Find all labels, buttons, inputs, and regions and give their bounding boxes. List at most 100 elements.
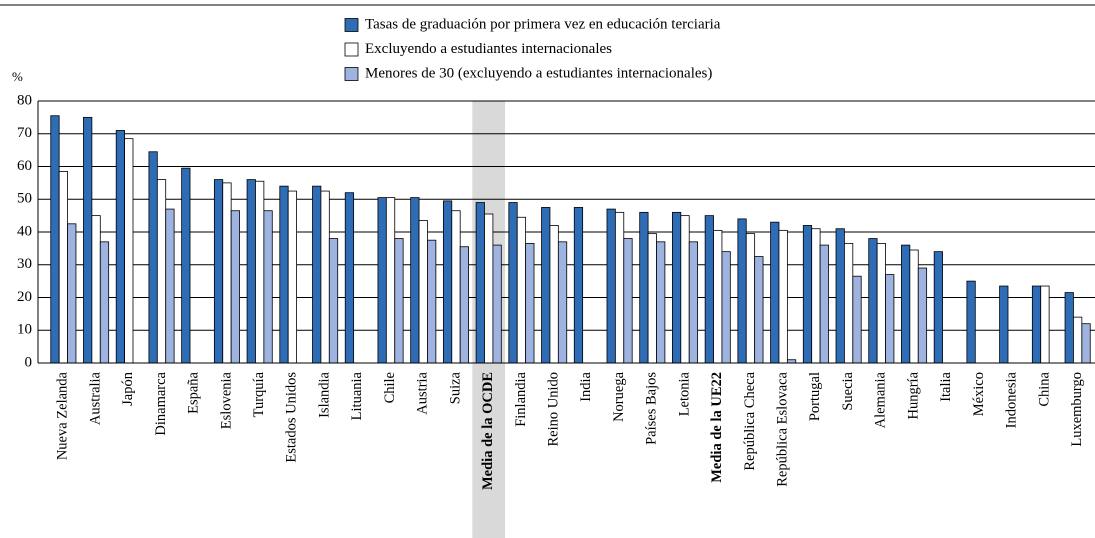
bar xyxy=(933,251,943,364)
bar xyxy=(385,197,396,364)
bar xyxy=(475,202,485,364)
bar xyxy=(222,182,232,364)
bar xyxy=(844,243,854,364)
x-tick-label: República Checa xyxy=(742,371,758,470)
bar xyxy=(148,151,158,364)
bar xyxy=(656,241,666,364)
bar xyxy=(737,218,747,364)
legend-label: Tasas de graduación por primera vez en e… xyxy=(365,16,721,32)
x-tick-label: Suiza xyxy=(447,371,463,404)
bar xyxy=(606,208,616,364)
bar xyxy=(263,210,273,364)
bar xyxy=(770,221,780,364)
legend-swatch xyxy=(344,67,359,81)
bar xyxy=(99,241,110,364)
bar xyxy=(1031,285,1042,364)
x-tick-label: India xyxy=(578,371,594,401)
bar xyxy=(230,210,240,364)
y-tick-label: 10 xyxy=(17,322,32,338)
bar xyxy=(688,241,699,364)
y-tick-label: 50 xyxy=(17,191,32,207)
bar xyxy=(328,238,339,364)
x-tick-label: Estados Unidos xyxy=(284,372,300,463)
y-axis-label: % xyxy=(12,69,23,84)
bar xyxy=(50,115,60,364)
bar xyxy=(156,179,167,364)
x-tick-label: Finlandia xyxy=(513,371,529,426)
y-tick-label: 80 xyxy=(17,92,32,108)
y-tick-label: 60 xyxy=(17,158,32,174)
x-tick-label: Letonia xyxy=(676,371,692,416)
x-tick-label: México xyxy=(971,372,987,416)
x-tick-label: Noruega xyxy=(611,371,627,421)
bar xyxy=(442,200,453,364)
bar xyxy=(680,215,690,364)
x-tick-label: Suecia xyxy=(840,371,856,410)
bar xyxy=(966,280,976,364)
bar xyxy=(410,197,420,364)
bar xyxy=(1073,316,1083,364)
legend-label: Excluyendo a estudiantes internacionales xyxy=(365,41,612,57)
bar xyxy=(312,185,322,364)
x-tick-label: Indonesia xyxy=(1004,371,1020,428)
bar xyxy=(647,233,657,364)
x-tick-label: Italia xyxy=(938,371,954,401)
x-tick-label: Islandia xyxy=(316,371,332,417)
bar xyxy=(451,210,461,364)
bar xyxy=(745,233,756,364)
bar xyxy=(83,116,93,364)
x-tick-label: Media de la UE22 xyxy=(709,372,725,483)
x-tick-label: China xyxy=(1036,371,1052,406)
bar xyxy=(549,225,559,364)
bar xyxy=(484,213,494,364)
x-tick-label: Media de la OCDE xyxy=(480,372,496,490)
bar xyxy=(67,223,77,364)
x-tick-label: Eslovenia xyxy=(218,371,234,429)
bar xyxy=(1064,292,1074,364)
bar xyxy=(868,238,878,364)
x-tick-label: Luxemburgo xyxy=(1069,372,1085,447)
bar xyxy=(811,228,821,364)
bar xyxy=(885,274,895,364)
bar xyxy=(835,228,845,364)
y-tick-label: 20 xyxy=(17,289,32,305)
x-tick-label: Austria xyxy=(415,371,431,414)
bar xyxy=(802,225,813,364)
bar xyxy=(344,192,355,364)
bar xyxy=(713,229,723,364)
bar xyxy=(279,185,289,364)
bar xyxy=(394,238,404,364)
bar xyxy=(852,275,862,364)
bar xyxy=(377,197,387,364)
x-tick-label: Australia xyxy=(87,371,103,425)
bar xyxy=(58,171,68,364)
bar xyxy=(754,256,764,364)
bar xyxy=(1040,285,1050,364)
x-tick-label: Japón xyxy=(120,371,136,406)
legend-swatch xyxy=(344,18,359,32)
bar xyxy=(639,211,649,364)
bar xyxy=(516,216,527,364)
bar xyxy=(492,244,502,364)
x-tick-label: Reino Unido xyxy=(545,372,561,447)
bar xyxy=(508,202,518,364)
bar xyxy=(999,285,1009,364)
bar xyxy=(614,211,625,364)
bar xyxy=(901,244,911,364)
x-tick-label: Portugal xyxy=(807,372,823,421)
x-tick-label: Chile xyxy=(382,372,398,403)
x-tick-label: Países Bajos xyxy=(644,372,660,445)
bar xyxy=(704,215,714,364)
bar xyxy=(246,179,256,364)
bar xyxy=(909,249,919,364)
bar xyxy=(124,138,134,364)
bar xyxy=(213,179,224,364)
x-tick-label: Nueva Zelanda xyxy=(55,371,71,460)
y-tick-label: 70 xyxy=(17,125,32,141)
bar xyxy=(91,215,101,364)
x-tick-label: Lituania xyxy=(349,371,365,420)
bar xyxy=(557,241,568,364)
x-tick-label: Turquía xyxy=(251,371,267,417)
x-tick-label: España xyxy=(186,371,202,413)
